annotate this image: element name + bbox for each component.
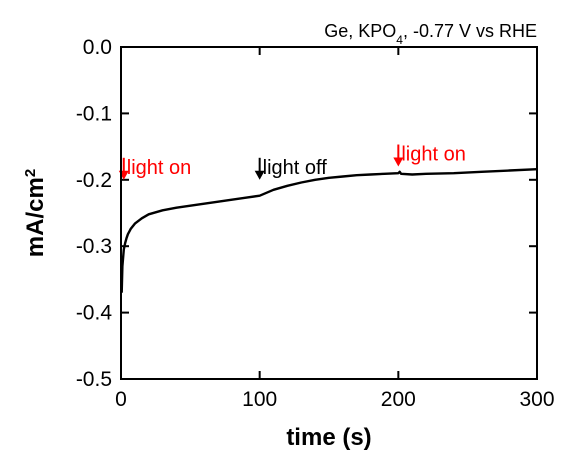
chart-title-pre: Ge, KPO <box>324 21 396 41</box>
annotation: light off <box>254 157 328 180</box>
y-tick-label: -0.4 <box>76 302 113 325</box>
annotation-label: light on <box>401 144 466 166</box>
annotation: light on <box>393 144 466 167</box>
down-arrow-icon <box>254 170 265 180</box>
annotation-label: light on <box>127 157 192 179</box>
x-tick-label: 300 <box>519 388 554 411</box>
x-tick-label: 200 <box>381 388 416 411</box>
annotation-label: light off <box>263 157 328 179</box>
x-axis-ticks: 0 100 200 300 <box>115 47 555 411</box>
y-axis-title-sup: 2 <box>22 169 39 177</box>
y-tick-label: -0.1 <box>76 102 112 125</box>
down-arrow-icon <box>393 157 404 167</box>
y-tick-label: -0.2 <box>76 169 112 192</box>
x-axis-title: time (s) <box>286 424 371 451</box>
x-tick-label: 100 <box>242 388 277 411</box>
y-tick-label: -0.5 <box>76 368 112 391</box>
chart-title: Ge, KPO4, -0.77 V vs RHE <box>324 21 537 47</box>
y-axis-title-base: mA/cm <box>22 177 49 257</box>
series-line <box>120 168 538 293</box>
y-tick-label: -0.3 <box>76 235 112 258</box>
y-axis-title: mA/cm2 <box>22 169 50 257</box>
plot-frame <box>120 46 538 380</box>
chart-title-post: , -0.77 V vs RHE <box>403 21 537 41</box>
annotation: light on <box>118 157 192 180</box>
x-tick-label: 0 <box>115 388 127 411</box>
y-tick-label: 0.0 <box>83 36 112 59</box>
y-axis-ticks: 0.0 -0.1 -0.2 -0.3 -0.4 -0.5 <box>76 36 537 391</box>
annotations: light on light off light on <box>118 144 466 180</box>
chart-title-sub: 4 <box>396 33 403 47</box>
